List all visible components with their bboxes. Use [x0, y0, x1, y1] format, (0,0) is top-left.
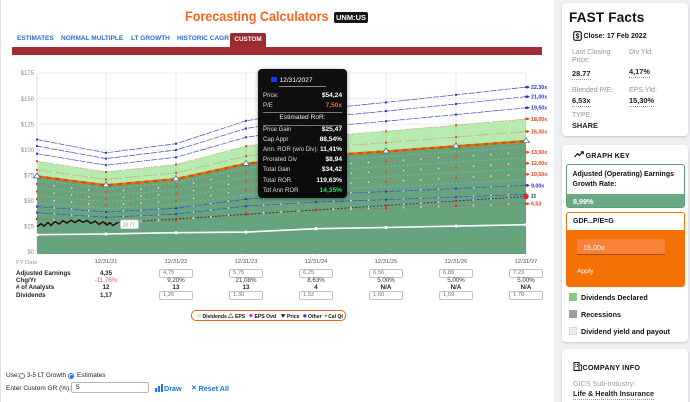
svg-text:10,50x: 10,50x — [531, 172, 547, 178]
svg-text:$150: $150 — [21, 97, 35, 103]
svg-text:9,00x: 9,00x — [531, 183, 544, 189]
svg-text:$75: $75 — [24, 174, 35, 180]
svg-text:EPS Ovd: EPS Ovd — [255, 314, 277, 320]
svg-text:$125: $125 — [21, 122, 35, 128]
svg-text:18,00x: 18,00x — [531, 117, 547, 123]
svg-text:$50: $50 — [24, 199, 35, 205]
svg-text:$25: $25 — [24, 225, 35, 231]
svg-text:$0: $0 — [27, 250, 34, 256]
svg-text:21,00x: 21,00x — [531, 95, 547, 101]
svg-text:28.77: 28.77 — [123, 222, 136, 228]
svg-text:Price: Price — [287, 314, 300, 320]
svg-text:Cal Qt: Cal Qt — [328, 314, 343, 320]
svg-text:12,00x: 12,00x — [531, 161, 547, 167]
svg-text:EPS: EPS — [235, 314, 246, 320]
svg-text:16,30x: 16,30x — [531, 129, 547, 135]
svg-text:Other: Other — [308, 314, 322, 320]
svg-text:Dividends: Dividends — [203, 314, 228, 320]
svg-text:$100: $100 — [21, 148, 35, 154]
svg-text:$: $ — [576, 34, 580, 41]
svg-text:6,53: 6,53 — [531, 202, 541, 208]
svg-text:13,50x: 13,50x — [531, 150, 547, 156]
svg-text:$175: $175 — [21, 71, 35, 77]
svg-text:19,50x: 19,50x — [531, 106, 547, 112]
svg-text:22,30x: 22,30x — [531, 85, 547, 91]
